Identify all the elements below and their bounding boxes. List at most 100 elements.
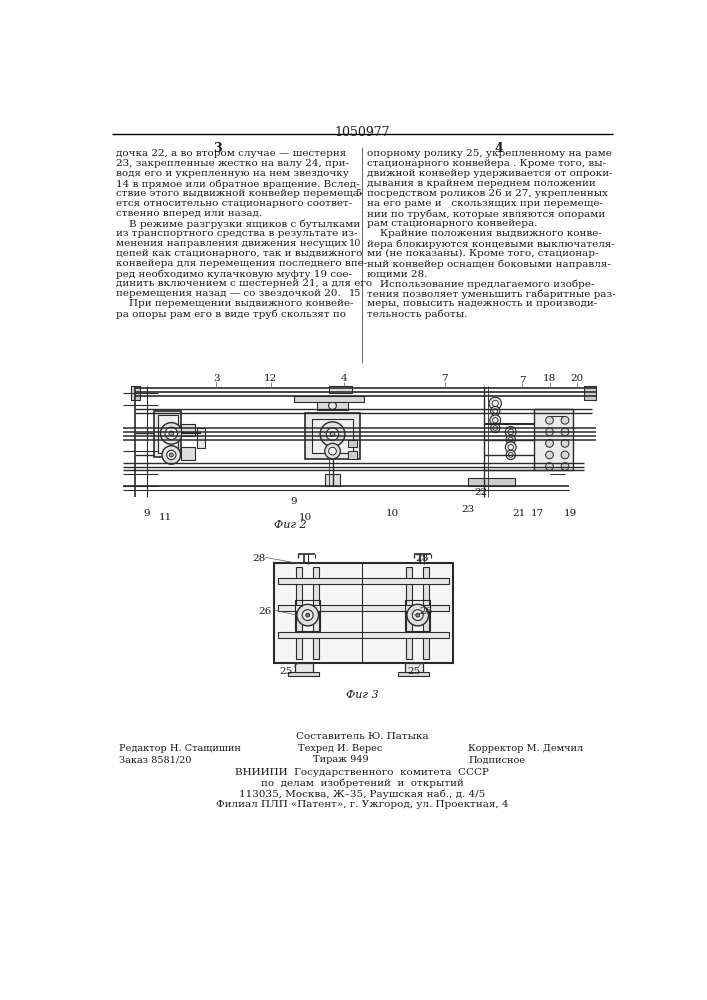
Text: 19: 19 <box>563 509 577 518</box>
Text: 21: 21 <box>512 509 525 518</box>
Text: 25: 25 <box>279 667 293 676</box>
Bar <box>406 567 412 659</box>
Text: йера блокируются концевыми выключателя-: йера блокируются концевыми выключателя- <box>368 239 615 249</box>
Text: 26: 26 <box>419 607 432 616</box>
Text: 15: 15 <box>349 289 361 298</box>
Text: ющими 28.: ющими 28. <box>368 269 428 278</box>
Text: динить включением с шестерней 21, а для его: динить включением с шестерней 21, а для … <box>116 279 373 288</box>
Text: Тираж 949: Тираж 949 <box>313 755 369 764</box>
Bar <box>468 478 515 486</box>
Text: дывания в крайнем переднем положении: дывания в крайнем переднем положении <box>368 179 596 188</box>
Circle shape <box>330 432 335 436</box>
Text: 9: 9 <box>144 509 150 518</box>
Text: конвейера для перемещения последнего впе-: конвейера для перемещения последнего впе… <box>116 259 368 268</box>
Circle shape <box>490 415 501 426</box>
Text: 28: 28 <box>252 554 266 563</box>
Text: из транспортного средства в результате из-: из транспортного средства в результате и… <box>116 229 358 238</box>
Circle shape <box>546 428 554 436</box>
Circle shape <box>561 451 569 459</box>
Text: При перемещении выдвижного конвейе-: При перемещении выдвижного конвейе- <box>116 299 354 308</box>
Text: 14 в прямое или обратное вращение. Вслед-: 14 в прямое или обратное вращение. Вслед… <box>116 179 360 189</box>
Text: 10: 10 <box>349 239 361 248</box>
Circle shape <box>297 604 319 626</box>
Text: 1050977: 1050977 <box>334 126 390 139</box>
Bar <box>312 419 354 453</box>
Bar <box>274 563 452 663</box>
Text: на его раме и   скользящих при перемеще-: на его раме и скользящих при перемеще- <box>368 199 603 208</box>
Circle shape <box>491 406 500 416</box>
Circle shape <box>412 610 423 620</box>
Text: 23, закрепленные жестко на валу 24, при-: 23, закрепленные жестко на валу 24, при- <box>116 159 349 168</box>
Circle shape <box>508 453 513 457</box>
Text: 7: 7 <box>442 374 448 383</box>
Text: 28: 28 <box>415 554 428 563</box>
Circle shape <box>329 447 337 455</box>
Text: В режиме разгрузки ящиков с бутылками: В режиме разгрузки ящиков с бутылками <box>116 219 361 229</box>
Circle shape <box>506 426 516 437</box>
Bar <box>423 567 429 659</box>
Circle shape <box>508 437 513 442</box>
Text: Фиг 2: Фиг 2 <box>274 520 306 530</box>
Circle shape <box>506 435 515 444</box>
Text: 7: 7 <box>519 376 526 385</box>
Bar <box>585 386 596 400</box>
Circle shape <box>506 450 515 460</box>
Bar <box>182 424 195 436</box>
Text: Использование предлагаемого изобре-: Использование предлагаемого изобре- <box>368 279 595 289</box>
Text: тельность работы.: тельность работы. <box>368 309 468 319</box>
Circle shape <box>506 442 516 453</box>
Circle shape <box>508 445 513 450</box>
Text: Филиал ПЛП «Патент», г. Ужгород, ул. Проектная, 4: Филиал ПЛП «Патент», г. Ужгород, ул. Про… <box>216 800 508 809</box>
Text: 3: 3 <box>213 374 220 383</box>
Circle shape <box>561 428 569 436</box>
Circle shape <box>329 402 337 410</box>
Text: тения позволяет уменьшить габаритные раз-: тения позволяет уменьшить габаритные раз… <box>368 289 616 299</box>
Text: Техред И. Верес: Техред И. Верес <box>298 744 382 753</box>
Circle shape <box>546 463 554 470</box>
Text: 3: 3 <box>214 142 222 155</box>
Text: ственно вперед или назад.: ственно вперед или назад. <box>116 209 262 218</box>
Bar <box>329 386 352 393</box>
Circle shape <box>489 397 501 410</box>
Text: нии по трубам, которые являются опорами: нии по трубам, которые являются опорами <box>368 209 606 219</box>
Bar <box>348 451 357 459</box>
Text: 12: 12 <box>264 374 277 383</box>
Circle shape <box>167 450 176 460</box>
Bar <box>293 396 363 402</box>
Circle shape <box>169 431 174 436</box>
Bar <box>317 401 348 410</box>
Text: Корректор М. Демчил: Корректор М. Демчил <box>468 744 583 753</box>
Text: ется относительно стационарного соответ-: ется относительно стационарного соответ- <box>116 199 353 208</box>
Text: стационарного конвейера . Кроме того, вы-: стационарного конвейера . Кроме того, вы… <box>368 159 607 168</box>
Circle shape <box>416 613 420 617</box>
Circle shape <box>162 446 180 464</box>
Bar <box>279 632 449 638</box>
Bar <box>296 567 303 659</box>
Text: 4: 4 <box>341 374 347 383</box>
Text: опорному ролику 25, укрепленному на раме: опорному ролику 25, укрепленному на раме <box>368 149 612 158</box>
Bar <box>279 578 449 584</box>
Text: 23: 23 <box>462 505 474 514</box>
Circle shape <box>508 429 513 435</box>
Text: 18: 18 <box>543 374 556 383</box>
Text: 26: 26 <box>259 607 271 616</box>
Text: ра опоры рам его в виде труб скользят по: ра опоры рам его в виде труб скользят по <box>116 309 346 319</box>
Bar <box>288 672 320 676</box>
Circle shape <box>493 409 498 413</box>
Text: Составитель Ю. Патыка: Составитель Ю. Патыка <box>296 732 428 741</box>
Text: рам стационарного конвейера.: рам стационарного конвейера. <box>368 219 538 228</box>
Text: 22: 22 <box>474 488 488 497</box>
Text: меры, повысить надежность и производи-: меры, повысить надежность и производи- <box>368 299 597 308</box>
Circle shape <box>561 440 569 447</box>
Text: по  делам  изобретений  и  открытий: по делам изобретений и открытий <box>260 778 463 788</box>
Circle shape <box>546 451 554 459</box>
Bar <box>158 415 177 453</box>
Circle shape <box>160 423 182 444</box>
Bar <box>313 567 320 659</box>
Bar <box>154 411 182 457</box>
Text: Крайние положения выдвижного конве-: Крайние положения выдвижного конве- <box>368 229 602 238</box>
Bar <box>296 600 320 631</box>
Text: 4: 4 <box>495 142 503 155</box>
Circle shape <box>165 427 177 440</box>
Text: 10: 10 <box>385 509 399 518</box>
